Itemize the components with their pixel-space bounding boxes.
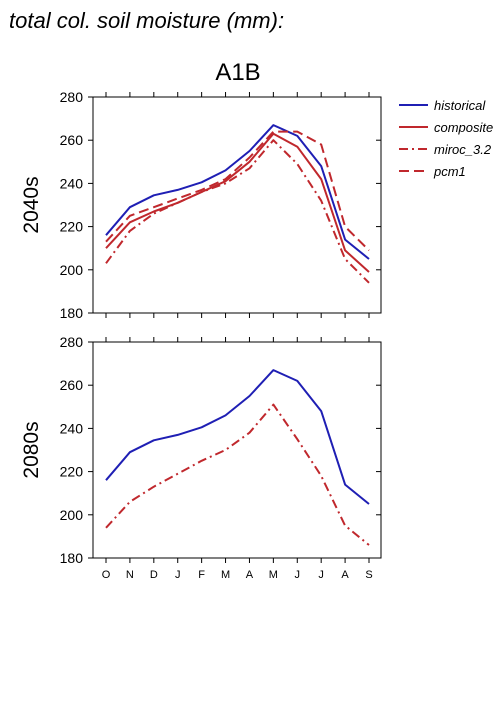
y-tick-label: 280 bbox=[60, 89, 84, 105]
plot-frame bbox=[92, 341, 382, 559]
y-axis-label: 2080s bbox=[20, 421, 43, 478]
x-tick-label: S bbox=[365, 569, 372, 581]
series-line-historical bbox=[105, 124, 370, 260]
x-tick-label: M bbox=[269, 569, 278, 581]
legend-label: composite bbox=[434, 120, 493, 135]
x-tick-label: J bbox=[318, 569, 324, 581]
x-tick-label: F bbox=[198, 569, 205, 581]
y-tick-label: 220 bbox=[60, 219, 84, 235]
series-line-miroc_3.2 bbox=[105, 139, 370, 284]
series-line-miroc_3.2 bbox=[105, 403, 370, 546]
y-tick-label: 260 bbox=[60, 132, 84, 148]
x-tick-label: N bbox=[126, 569, 134, 581]
legend-label: historical bbox=[434, 98, 486, 113]
x-tick-label: J bbox=[295, 569, 301, 581]
x-tick-label: A bbox=[246, 569, 254, 581]
y-tick-label: 260 bbox=[60, 377, 84, 393]
y-tick-label: 280 bbox=[60, 334, 84, 350]
x-tick-label: M bbox=[221, 569, 230, 581]
plot-frame bbox=[92, 96, 382, 314]
y-tick-label: 200 bbox=[60, 262, 84, 278]
y-tick-label: 180 bbox=[60, 305, 84, 321]
y-tick-label: 200 bbox=[60, 507, 84, 523]
x-tick-label: J bbox=[175, 569, 181, 581]
y-axis-label: 2040s bbox=[20, 176, 43, 233]
y-tick-label: 180 bbox=[60, 550, 84, 566]
y-tick-label: 240 bbox=[60, 175, 84, 191]
legend-label: pcm1 bbox=[433, 164, 466, 179]
scenario-title: A1B bbox=[215, 59, 260, 86]
legend-label: miroc_3.2 bbox=[434, 142, 492, 157]
series-line-historical bbox=[105, 369, 370, 505]
figure-title: total col. soil moisture (mm): bbox=[9, 8, 284, 33]
x-tick-label: D bbox=[150, 569, 158, 581]
series-line-composite bbox=[105, 132, 370, 273]
legend: historical composite miroc_3.2 pcm1 bbox=[399, 98, 493, 179]
x-tick-label: O bbox=[102, 569, 111, 581]
panel-2080s: 180 200 220 240 260 280 O N D J F M A M J J A S 2080s bbox=[20, 334, 382, 581]
y-tick-label: 220 bbox=[60, 464, 84, 480]
y-tick-label: 240 bbox=[60, 420, 84, 436]
panel-2040s: 180 200 220 240 260 280 2040s bbox=[20, 89, 382, 321]
series-line-pcm1 bbox=[105, 130, 370, 252]
x-tick-label: A bbox=[341, 569, 349, 581]
